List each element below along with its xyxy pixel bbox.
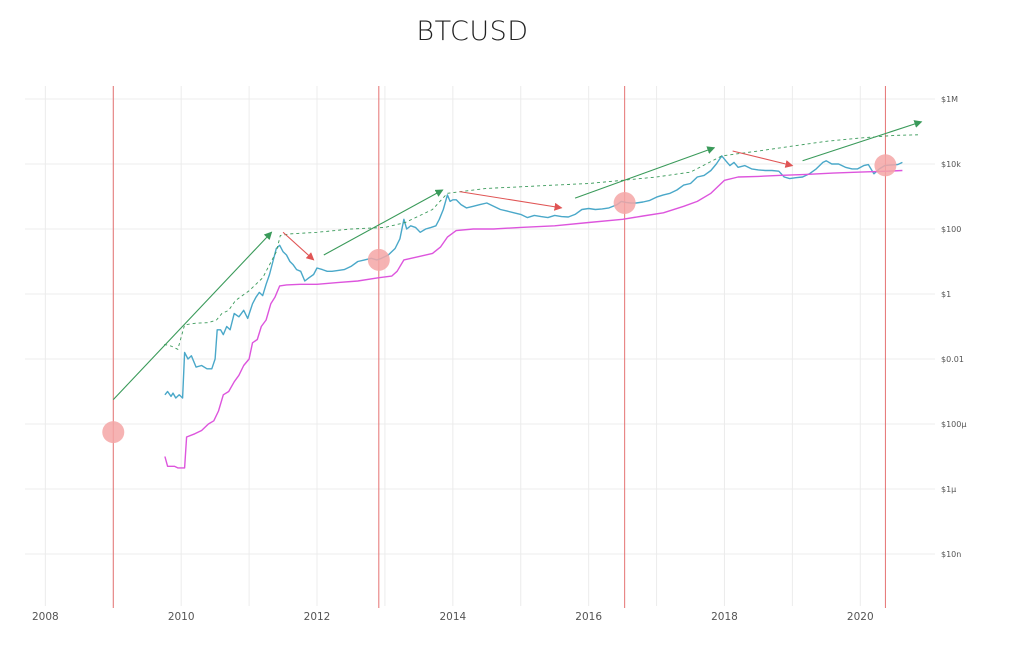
halving-marker: [874, 154, 897, 177]
trend-arrow-down: [459, 191, 563, 211]
chart-title: BTCUSD: [416, 16, 529, 47]
trend-arrow-up: [574, 146, 716, 199]
halving-marker: [102, 421, 125, 444]
y-tick-label: $0.01: [941, 355, 964, 364]
x-tick-label: 2014: [439, 611, 466, 623]
y-tick-label: $1: [941, 290, 951, 299]
x-tick-label: 2012: [304, 611, 331, 623]
trend-arrow-up: [802, 120, 923, 162]
y-tick-label: $1M: [941, 95, 958, 104]
x-tick-label: 2010: [168, 611, 195, 623]
series-line-price: [164, 155, 903, 399]
series: [164, 134, 919, 469]
halving-marker: [367, 248, 390, 271]
halving-markers: [102, 154, 897, 444]
trend-arrow-down: [732, 150, 794, 168]
x-tick-label: 2020: [847, 611, 874, 623]
y-tick-label: $100µ: [941, 420, 966, 429]
trend-arrow-up: [112, 231, 273, 401]
grid: [25, 86, 935, 606]
series-line-floor: [164, 169, 903, 469]
series-line-ath: [164, 134, 919, 350]
trend-arrow-up: [323, 189, 444, 256]
x-tick-label: 2016: [575, 611, 602, 623]
x-tick-label: 2018: [711, 611, 738, 623]
halving-marker: [613, 192, 636, 214]
trend-arrow-down: [282, 231, 315, 261]
y-tick-label: $10k: [941, 160, 961, 169]
y-tick-label: $1µ: [941, 485, 956, 494]
y-tick-label: $10n: [941, 550, 961, 559]
trend-arrows: [112, 120, 923, 401]
y-tick-label: $100: [941, 225, 961, 234]
axes: 2008 2010 2012 2014 2016 2018 2020 $1M $10k $100 $…: [32, 95, 966, 623]
x-tick-label: 2008: [32, 611, 59, 623]
halving-lines: [112, 86, 886, 608]
